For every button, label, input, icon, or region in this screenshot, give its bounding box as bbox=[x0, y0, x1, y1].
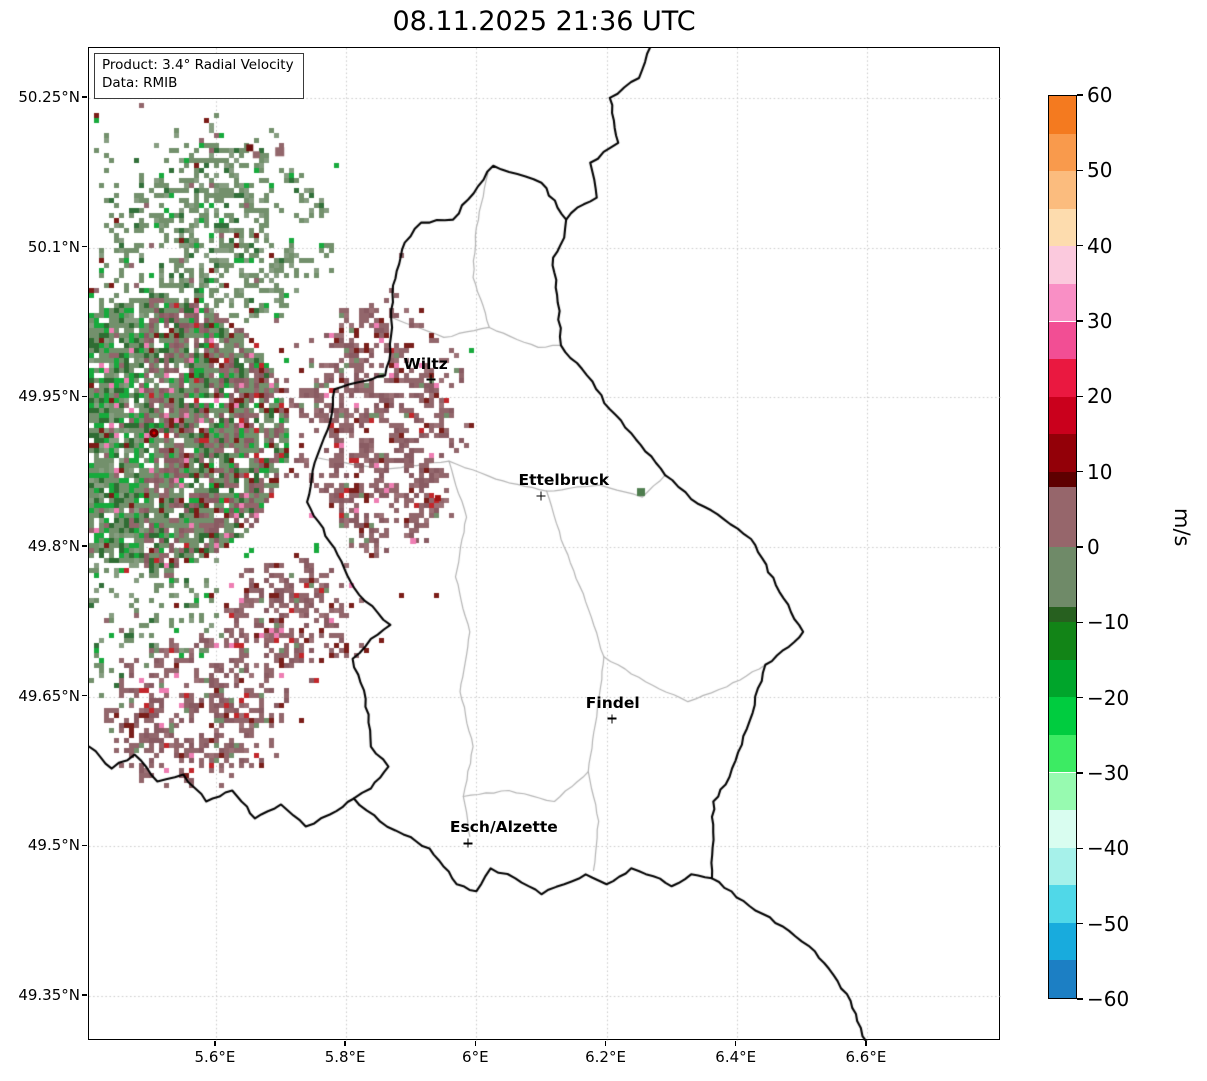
colorbar-tick-label: −60 bbox=[1087, 987, 1130, 1011]
y-tick-mark bbox=[82, 994, 87, 996]
colorbar-band bbox=[1049, 960, 1076, 998]
radar-velocity-canvas bbox=[89, 48, 1001, 1041]
colorbar-band bbox=[1049, 547, 1076, 608]
colorbar-band bbox=[1049, 321, 1076, 360]
colorbar-tick-mark bbox=[1077, 470, 1083, 473]
colorbar-tick-label: −40 bbox=[1087, 836, 1130, 861]
colorbar-tick-label: 30 bbox=[1087, 309, 1113, 333]
x-tick-mark bbox=[344, 1041, 346, 1046]
figure-title: 08.11.2025 21:36 UTC bbox=[392, 6, 696, 37]
colorbar-tick-mark bbox=[1077, 169, 1083, 172]
colorbar-tick-label: 20 bbox=[1087, 384, 1113, 409]
colorbar-band bbox=[1049, 734, 1076, 773]
colorbar-band bbox=[1049, 697, 1076, 735]
y-tick-label: 50.25°N bbox=[18, 87, 80, 106]
colorbar-tick-label: −10 bbox=[1087, 610, 1130, 635]
colorbar-tick-mark bbox=[1077, 320, 1083, 322]
colorbar-tick-mark bbox=[1077, 395, 1083, 398]
colorbar-band bbox=[1049, 283, 1076, 322]
colorbar-tick-mark bbox=[1077, 244, 1083, 247]
x-tick-mark bbox=[214, 1041, 216, 1046]
y-tick-label: 49.95°N bbox=[18, 387, 80, 406]
x-tick-mark bbox=[604, 1041, 607, 1046]
city-marker-esch-alzette bbox=[463, 838, 473, 848]
colorbar-band bbox=[1049, 246, 1076, 284]
map-plot-area: Product: 3.4° Radial Velocity Data: RMIB… bbox=[88, 47, 1001, 1041]
x-tick-mark bbox=[474, 1041, 476, 1046]
y-tick-label: 49.5°N bbox=[27, 836, 80, 855]
colorbar-band bbox=[1049, 622, 1076, 660]
product-label: Product: 3.4° Radial Velocity bbox=[102, 57, 294, 73]
colorbar-tick-mark bbox=[1077, 922, 1083, 925]
colorbar-band bbox=[1049, 434, 1076, 472]
colorbar-band bbox=[1049, 922, 1076, 961]
city-label: Ettelbruck bbox=[518, 471, 610, 490]
colorbar-band bbox=[1049, 359, 1076, 397]
colorbar-tick-label: −50 bbox=[1087, 911, 1130, 936]
colorbar-band bbox=[1049, 208, 1076, 247]
y-tick-mark bbox=[82, 245, 87, 248]
y-tick-mark bbox=[82, 395, 87, 397]
colorbar-unit-label: m/s bbox=[1170, 508, 1194, 547]
colorbar-band bbox=[1049, 847, 1076, 886]
y-tick-label: 49.35°N bbox=[18, 986, 80, 1005]
x-tick-label: 6.6°E bbox=[845, 1048, 887, 1066]
colorbar-tick-label: 10 bbox=[1087, 459, 1113, 484]
colorbar-band bbox=[1049, 396, 1076, 435]
y-tick-mark bbox=[82, 96, 87, 98]
colorbar-tick-label: 0 bbox=[1087, 535, 1100, 559]
y-tick-mark bbox=[82, 694, 87, 697]
colorbar-band bbox=[1049, 810, 1076, 848]
colorbar-tick-mark bbox=[1077, 772, 1083, 774]
city-label: Wiltz bbox=[403, 355, 448, 374]
colorbar-tick-label: 50 bbox=[1087, 158, 1113, 183]
data-source-label: Data: RMIB bbox=[102, 74, 178, 91]
x-tick-label: 5.6°E bbox=[194, 1048, 236, 1066]
x-tick-label: 5.8°E bbox=[324, 1048, 366, 1066]
x-tick-mark bbox=[735, 1041, 737, 1046]
colorbar-band bbox=[1049, 471, 1076, 487]
colorbar-band bbox=[1049, 772, 1076, 811]
colorbar-tick-mark bbox=[1077, 94, 1083, 96]
colorbar-tick-label: −20 bbox=[1087, 685, 1130, 710]
radar-site-marker bbox=[149, 428, 159, 438]
x-tick-label: 6.2°E bbox=[585, 1048, 626, 1066]
y-tick-label: 49.65°N bbox=[18, 686, 80, 705]
colorbar-tick-mark bbox=[1077, 847, 1083, 850]
y-tick-mark bbox=[82, 844, 87, 847]
y-tick-label: 50.1°N bbox=[27, 237, 80, 256]
product-info-box: Product: 3.4° Radial Velocity Data: RMIB bbox=[94, 53, 304, 99]
colorbar-band bbox=[1049, 885, 1076, 923]
city-marker-findel bbox=[607, 714, 617, 724]
colorbar-tick-mark bbox=[1077, 621, 1083, 624]
colorbar-tick-mark bbox=[1077, 998, 1083, 1000]
colorbar-band bbox=[1049, 659, 1076, 698]
city-label: Findel bbox=[585, 693, 640, 712]
colorbar-band bbox=[1049, 133, 1076, 172]
colorbar-tick-label: 40 bbox=[1087, 233, 1113, 258]
x-tick-mark bbox=[865, 1041, 867, 1046]
colorbar bbox=[1048, 95, 1077, 999]
colorbar-band bbox=[1049, 486, 1076, 547]
colorbar-tick-label: −30 bbox=[1087, 761, 1130, 785]
x-tick-label: 6°E bbox=[462, 1048, 489, 1066]
city-marker-ettelbruck bbox=[536, 491, 546, 501]
colorbar-tick-label: 60 bbox=[1087, 83, 1113, 107]
y-tick-mark bbox=[82, 545, 87, 547]
city-label: Esch/Alzette bbox=[449, 818, 558, 837]
colorbar-band bbox=[1049, 607, 1076, 623]
y-tick-label: 49.8°N bbox=[27, 536, 80, 555]
colorbar-tick-mark bbox=[1077, 546, 1083, 548]
colorbar-band bbox=[1049, 96, 1076, 134]
city-marker-wiltz bbox=[426, 374, 436, 384]
colorbar-tick-mark bbox=[1077, 696, 1083, 699]
x-tick-label: 6.4°E bbox=[715, 1048, 757, 1066]
colorbar-band bbox=[1049, 171, 1076, 209]
